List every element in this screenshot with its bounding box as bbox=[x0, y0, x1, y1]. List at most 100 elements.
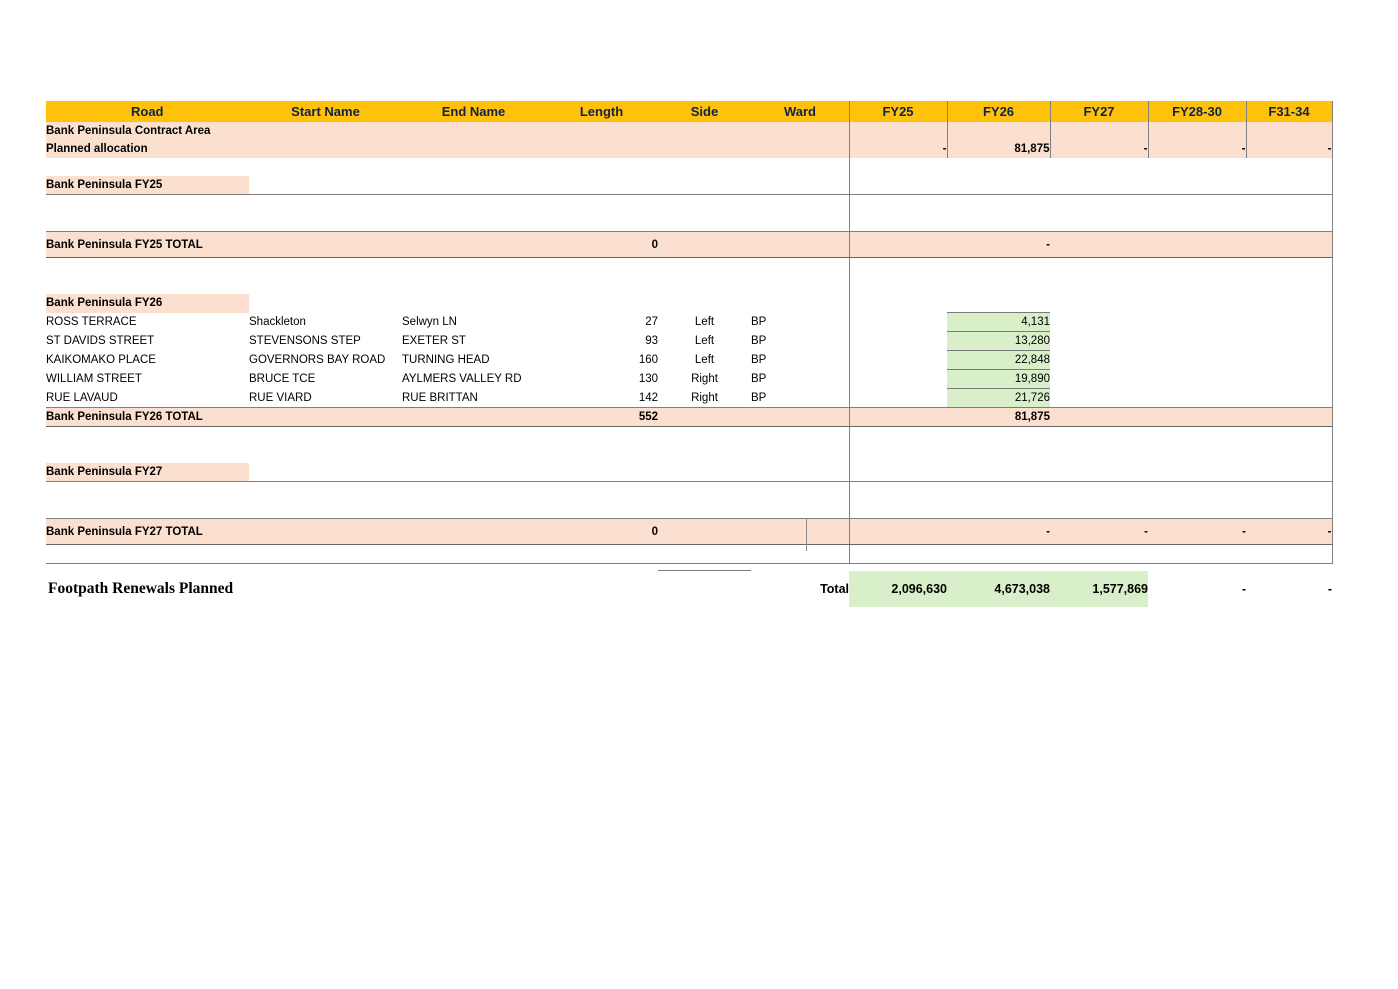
row-ward: BP bbox=[751, 369, 850, 389]
column-header-start[interactable]: Start Name bbox=[249, 101, 403, 122]
spacer-cell bbox=[848, 544, 1333, 564]
grand-total-row: Total 2,096,630 4,673,038 1,577,869 - - bbox=[46, 570, 1332, 608]
planned-allocation-fy27: - bbox=[1050, 140, 1149, 158]
spacer-cell bbox=[249, 294, 849, 313]
section-header-fy25: Bank Peninsula FY25 bbox=[46, 176, 1333, 195]
column-header-fy25[interactable]: FY25 bbox=[849, 101, 948, 122]
table-row[interactable]: RUE LAVAUD RUE VIARD RUE BRITTAN 142 Rig… bbox=[46, 388, 1333, 408]
section-total-fy27 bbox=[1050, 231, 1148, 258]
table-row[interactable]: WILLIAM STREET BRUCE TCE AYLMERS VALLEY … bbox=[46, 369, 1333, 389]
column-header-length[interactable]: Length bbox=[545, 101, 659, 122]
section-total-fy27: - bbox=[1050, 518, 1148, 545]
grand-total-label: Total bbox=[820, 581, 849, 596]
spacer-cell bbox=[46, 194, 849, 213]
row-fy25-amount bbox=[848, 369, 947, 389]
spacer-cell bbox=[46, 258, 849, 277]
row-fy27-amount bbox=[1050, 313, 1148, 332]
spacer-row bbox=[46, 213, 1333, 232]
section-fy27-empty-row bbox=[46, 481, 1333, 500]
spacer-cell bbox=[849, 122, 948, 140]
section-total-label: Bank Peninsula FY25 TOTAL bbox=[46, 231, 249, 258]
spacer-cell bbox=[249, 140, 402, 158]
spacer-cell bbox=[545, 140, 658, 158]
section-total-fy2830 bbox=[1148, 231, 1246, 258]
spacer-cell bbox=[46, 158, 849, 176]
row-side: Left bbox=[694, 354, 715, 366]
spacer-cell bbox=[249, 407, 402, 427]
vertical-rule bbox=[806, 519, 807, 551]
table-row[interactable]: KAIKOMAKO PLACE GOVERNORS BAY ROAD TURNI… bbox=[46, 350, 1333, 370]
spacer-cell bbox=[751, 140, 850, 158]
spacer-cell bbox=[848, 481, 1333, 500]
spacer-cell bbox=[751, 518, 850, 545]
row-side: Right bbox=[691, 391, 718, 404]
column-header-fy2830[interactable]: FY28-30 bbox=[1148, 101, 1247, 122]
spacer-cell bbox=[848, 257, 1333, 276]
planned-allocation-fy2830: - bbox=[1148, 140, 1247, 158]
section-total-fy26: - bbox=[947, 231, 1050, 258]
row-fy25-amount bbox=[848, 331, 947, 351]
row-fy25-amount bbox=[848, 388, 947, 408]
row-fy27-amount bbox=[1050, 332, 1148, 351]
row-ward: BP bbox=[751, 350, 850, 370]
row-start: BRUCE TCE bbox=[249, 373, 316, 385]
row-f3134-amount bbox=[1246, 388, 1333, 408]
section-total-length: 552 bbox=[545, 407, 658, 427]
spacer-cell bbox=[249, 231, 402, 258]
row-fy2830-amount bbox=[1148, 332, 1246, 351]
row-start: STEVENSONS STEP bbox=[249, 335, 361, 347]
spacer-cell bbox=[402, 407, 545, 427]
spacer-cell bbox=[658, 518, 751, 545]
spacer-cell bbox=[947, 122, 1051, 140]
section-total-fy26: 81,875 bbox=[947, 407, 1050, 427]
column-header-ward[interactable]: Ward bbox=[751, 101, 850, 122]
section-total-fy25 bbox=[848, 407, 947, 427]
column-header-end[interactable]: End Name bbox=[402, 101, 546, 122]
column-header-road[interactable]: Road bbox=[46, 101, 250, 122]
grand-total-table: Total 2,096,630 4,673,038 1,577,869 - - bbox=[46, 570, 1332, 607]
planned-allocation-f3134: - bbox=[1246, 140, 1333, 158]
section-total-fy25 bbox=[848, 231, 947, 258]
section-total-fy25: Bank Peninsula FY25 TOTAL 0 - bbox=[46, 231, 1333, 258]
row-start: Shackleton bbox=[249, 316, 306, 328]
planned-allocation-fy25: - bbox=[849, 140, 948, 158]
spacer-cell bbox=[658, 122, 751, 140]
spacer-cell bbox=[402, 571, 545, 608]
spacer-cell bbox=[249, 518, 402, 545]
spacer-cell bbox=[1148, 122, 1247, 140]
spacer-row bbox=[46, 445, 1333, 463]
column-header-f3134[interactable]: F31-34 bbox=[1246, 101, 1333, 122]
row-length: 27 bbox=[645, 316, 658, 328]
spacer-cell bbox=[402, 231, 545, 258]
row-fy25-amount bbox=[848, 350, 947, 370]
row-road: ST DAVIDS STREET bbox=[46, 335, 155, 347]
table-row[interactable]: ST DAVIDS STREET STEVENSONS STEP EXETER … bbox=[46, 331, 1333, 351]
spacer-cell bbox=[46, 213, 849, 232]
spacer-cell bbox=[545, 571, 658, 608]
row-road: RUE LAVAUD bbox=[46, 391, 118, 404]
column-header-fy27[interactable]: FY27 bbox=[1050, 101, 1149, 122]
grand-total-fy2830: - bbox=[1241, 581, 1246, 596]
row-side: Left bbox=[694, 335, 715, 347]
planned-allocation-label: Planned allocation bbox=[46, 140, 249, 158]
column-header-side[interactable]: Side bbox=[658, 101, 752, 122]
table-row[interactable]: ROSS TERRACE Shackleton Selwyn LN 27 Lef… bbox=[46, 312, 1333, 332]
spacer-cell bbox=[46, 276, 849, 294]
grand-total-band: Total 2,096,630 4,673,038 1,577,869 - - bbox=[46, 570, 1332, 607]
spacer-cell bbox=[751, 231, 850, 258]
section-total-fy25 bbox=[848, 518, 947, 545]
row-road: ROSS TERRACE bbox=[46, 316, 137, 328]
section-total-f3134: - bbox=[1246, 518, 1333, 545]
spacer-cell bbox=[1246, 122, 1333, 140]
row-side: Right bbox=[691, 373, 718, 385]
spacer-cell bbox=[848, 276, 1333, 294]
row-ward: BP bbox=[751, 388, 850, 408]
row-length: 142 bbox=[638, 391, 658, 404]
section-total-fy26: - bbox=[947, 518, 1050, 545]
renewals-table: Road Start Name End Name Length Side War… bbox=[46, 101, 1333, 564]
column-header-fy26[interactable]: FY26 bbox=[947, 101, 1051, 122]
spacer-cell bbox=[751, 407, 850, 427]
row-fy25-amount bbox=[848, 312, 947, 332]
row-fy27-amount bbox=[1050, 370, 1148, 389]
grand-total-fy25: 2,096,630 bbox=[849, 570, 947, 607]
